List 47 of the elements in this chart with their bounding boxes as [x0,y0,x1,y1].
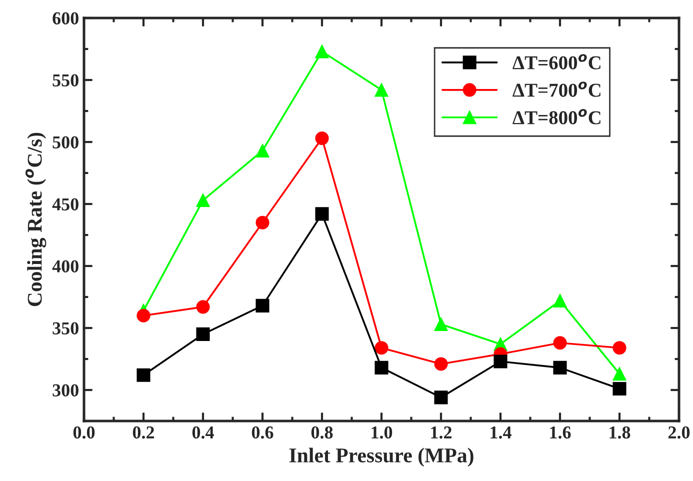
point [136,368,150,382]
point [553,294,567,308]
y-tick-label: 550 [52,74,78,86]
x-tick-label: 0.0 [73,426,95,439]
point [494,354,508,368]
point [434,357,448,371]
y-tick-label: 450 [52,198,78,210]
point [315,44,329,58]
point [196,300,210,314]
point [553,360,567,374]
x-tick-label: 1.6 [550,426,571,439]
x-tick-label: 0.6 [252,426,274,439]
point [374,83,388,97]
legend-label: ΔT=800$^{o}$C [512,109,600,124]
y-tick-label: 500 [52,136,78,148]
point [256,216,270,230]
point [612,367,626,381]
point [553,336,567,350]
x-tick-label: 1.2 [431,426,452,439]
y-axis-title: Cooling Rate ($^{o}$C/s) [25,132,46,306]
point [256,144,270,158]
x-axis-title: Inlet Pressure (MPa) [289,448,474,467]
x-tick-label: 1.4 [490,426,512,439]
x-tick-label: 1.8 [610,426,630,439]
y-tick-label: 300 [52,384,78,396]
legend-label: ΔT=700$^{o}$C [512,82,600,97]
point [256,298,270,312]
point [196,194,210,208]
point [315,207,329,221]
point [136,308,150,322]
point [434,390,448,404]
point [434,318,448,332]
y-tick-label: 350 [52,322,78,334]
point [612,341,626,355]
point [612,382,626,396]
point [196,327,210,341]
x-tick-label: 2.0 [668,426,690,439]
legend-label: ΔT=600$^{o}$C [512,54,600,70]
point [374,341,388,355]
x-tick-label: 1.0 [372,426,392,439]
x-tick-label: 0.2 [132,426,154,439]
y-tick-label: 400 [52,260,78,272]
point [315,132,329,146]
point [374,360,388,374]
x-tick-label: 0.8 [311,426,333,439]
y-tick-label: 600 [52,12,78,24]
x-tick-label: 0.4 [192,426,214,439]
